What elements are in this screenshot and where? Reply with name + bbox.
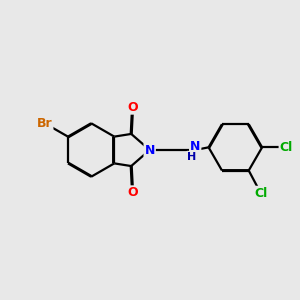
Text: O: O	[127, 101, 138, 114]
Text: H: H	[188, 152, 196, 162]
Text: Cl: Cl	[280, 141, 293, 154]
Text: O: O	[127, 186, 138, 199]
Text: Cl: Cl	[254, 187, 267, 200]
Text: N: N	[190, 140, 200, 153]
Text: Br: Br	[37, 117, 52, 130]
Text: N: N	[145, 143, 155, 157]
